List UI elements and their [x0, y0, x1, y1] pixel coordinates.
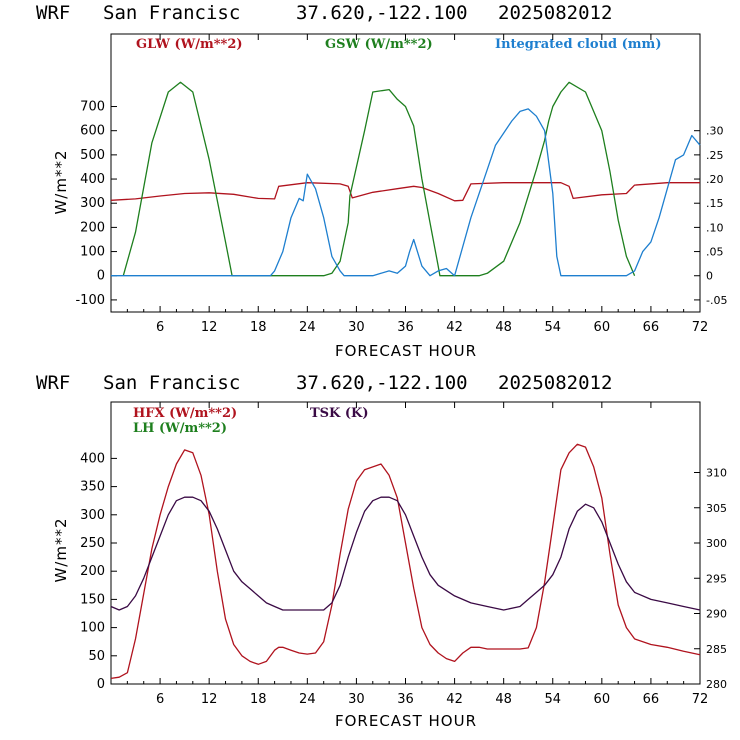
series-line-hfx [110, 443, 701, 680]
top-header-model: WRF [36, 2, 70, 24]
y-tick-label: 100 [80, 245, 105, 260]
top-header-location: San Francisc [103, 2, 240, 24]
y-tick-label: 500 [80, 148, 105, 163]
top-panel: WRF San Francisc 37.620,-122.100 2025082… [36, 2, 727, 360]
series-line-tsk [110, 496, 701, 611]
y-tick-label: 200 [80, 564, 105, 579]
y-tick-label: 600 [80, 124, 105, 139]
y2-tick-label: 290 [706, 608, 727, 621]
y-tick-label: 100 [80, 621, 105, 636]
x-tick-label: 36 [397, 692, 414, 707]
x-tick-label: 72 [692, 320, 709, 335]
y2-tick-label: 280 [706, 678, 727, 691]
y-tick-label: 200 [80, 220, 105, 235]
y2-tick-label: .30 [706, 125, 724, 138]
y2-tick-label: 310 [706, 467, 727, 480]
y-tick-label: 50 [88, 649, 105, 664]
y2-tick-label: -.05 [706, 294, 727, 307]
bottom-x-axis-label: FORECAST HOUR [335, 712, 477, 730]
x-tick-label: 18 [250, 320, 267, 335]
x-tick-label: 54 [544, 692, 561, 707]
bottom-series-lines [110, 443, 701, 680]
x-tick-label: 66 [643, 320, 660, 335]
x-tick-label: 42 [446, 692, 463, 707]
y2-tick-label: 300 [706, 537, 727, 550]
y-tick-label: 300 [80, 196, 105, 211]
top-header-init: 2025082012 [498, 2, 612, 24]
x-tick-label: 24 [299, 692, 316, 707]
top-y-axis-label: W/m**2 [52, 149, 70, 214]
bottom-header-location: San Francisc [103, 372, 240, 394]
bottom-header-init: 2025082012 [498, 372, 612, 394]
bottom-legend-tsk: TSK (K) [310, 406, 369, 421]
top-header-coords: 37.620,-122.100 [296, 2, 468, 24]
x-tick-label: 48 [495, 692, 512, 707]
top-legend-gsw: GSW (W/m**2) [325, 37, 433, 52]
top-legend-cloud: Integrated cloud (mm) [495, 37, 661, 52]
bottom-header-model: WRF [36, 372, 70, 394]
top-x-axis-label: FORECAST HOUR [335, 342, 477, 360]
bottom-x-ticks: 6 12 18 24 30 36 42 48 54 60 66 72 [126, 402, 709, 707]
y2-tick-label: .20 [706, 173, 724, 186]
y2-tick-label: 0 [706, 270, 713, 283]
x-tick-label: 24 [299, 320, 316, 335]
bottom-y-ticks: 0 50 100 150 200 250 300 350 400 [80, 451, 117, 692]
top-y2-ticks: -.05 0 .05 .10 .15 .20 .25 .30 [694, 125, 727, 307]
x-tick-label: 12 [201, 692, 218, 707]
x-tick-label: 60 [594, 320, 611, 335]
x-tick-label: 54 [544, 320, 561, 335]
series-line-glw [110, 182, 700, 202]
x-tick-label: 12 [201, 320, 218, 335]
y-tick-label: 0 [97, 677, 105, 692]
y2-tick-label: 305 [706, 502, 727, 515]
series-line-gsw [122, 81, 636, 277]
y-tick-label: 250 [80, 536, 105, 551]
bottom-legend-lh: LH (W/m**2) [133, 421, 227, 436]
x-tick-label: 42 [446, 320, 463, 335]
x-tick-label: 6 [156, 320, 164, 335]
y2-tick-label: .15 [706, 197, 724, 210]
y-tick-label: -100 [75, 293, 105, 308]
x-tick-label: 66 [643, 692, 660, 707]
bottom-panel: WRF San Francisc 37.620,-122.100 2025082… [36, 372, 727, 730]
x-tick-label: 6 [156, 692, 164, 707]
y-tick-label: 0 [97, 269, 105, 284]
x-tick-label: 60 [594, 692, 611, 707]
y2-tick-label: 295 [706, 572, 727, 585]
x-tick-label: 36 [397, 320, 414, 335]
y-tick-label: 300 [80, 508, 105, 523]
x-tick-label: 30 [348, 692, 365, 707]
bottom-y-axis-label: W/m**2 [52, 517, 70, 582]
bottom-header-coords: 37.620,-122.100 [296, 372, 468, 394]
y-tick-label: 400 [80, 172, 105, 187]
y-tick-label: 700 [80, 100, 105, 115]
x-tick-label: 48 [495, 320, 512, 335]
y2-tick-label: .05 [706, 246, 724, 259]
y2-tick-label: .10 [706, 221, 724, 234]
y-tick-label: 400 [80, 451, 105, 466]
y2-tick-label: 285 [706, 643, 727, 656]
top-legend-glw: GLW (W/m**2) [136, 37, 243, 52]
x-tick-label: 30 [348, 320, 365, 335]
bottom-y2-ticks: 280 285 290 295 300 305 310 [694, 467, 727, 691]
top-x-ticks: 6 12 18 24 30 36 42 48 54 60 66 72 [126, 34, 709, 335]
x-tick-label: 18 [250, 692, 267, 707]
top-plot-frame [110, 33, 701, 313]
series-line-integrated [111, 108, 701, 277]
y-tick-label: 150 [80, 592, 105, 607]
top-series-lines [110, 81, 701, 277]
top-y-ticks: -100 0 100 200 300 400 500 600 700 [75, 100, 117, 308]
y-tick-label: 350 [80, 480, 105, 495]
bottom-legend-hfx: HFX (W/m**2) [133, 406, 237, 421]
x-tick-label: 72 [692, 692, 709, 707]
y2-tick-label: .25 [706, 149, 724, 162]
